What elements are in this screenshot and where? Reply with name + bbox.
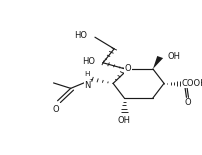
Text: HO: HO (74, 31, 87, 40)
Text: OH: OH (118, 116, 131, 125)
Text: OH: OH (167, 52, 180, 61)
Text: O: O (52, 105, 59, 114)
Text: O: O (185, 98, 191, 107)
Text: O: O (125, 64, 132, 73)
Polygon shape (153, 56, 163, 69)
Text: H: H (85, 71, 90, 77)
Text: HO: HO (82, 58, 95, 66)
Text: COOH: COOH (181, 79, 202, 88)
Text: N: N (84, 81, 90, 90)
